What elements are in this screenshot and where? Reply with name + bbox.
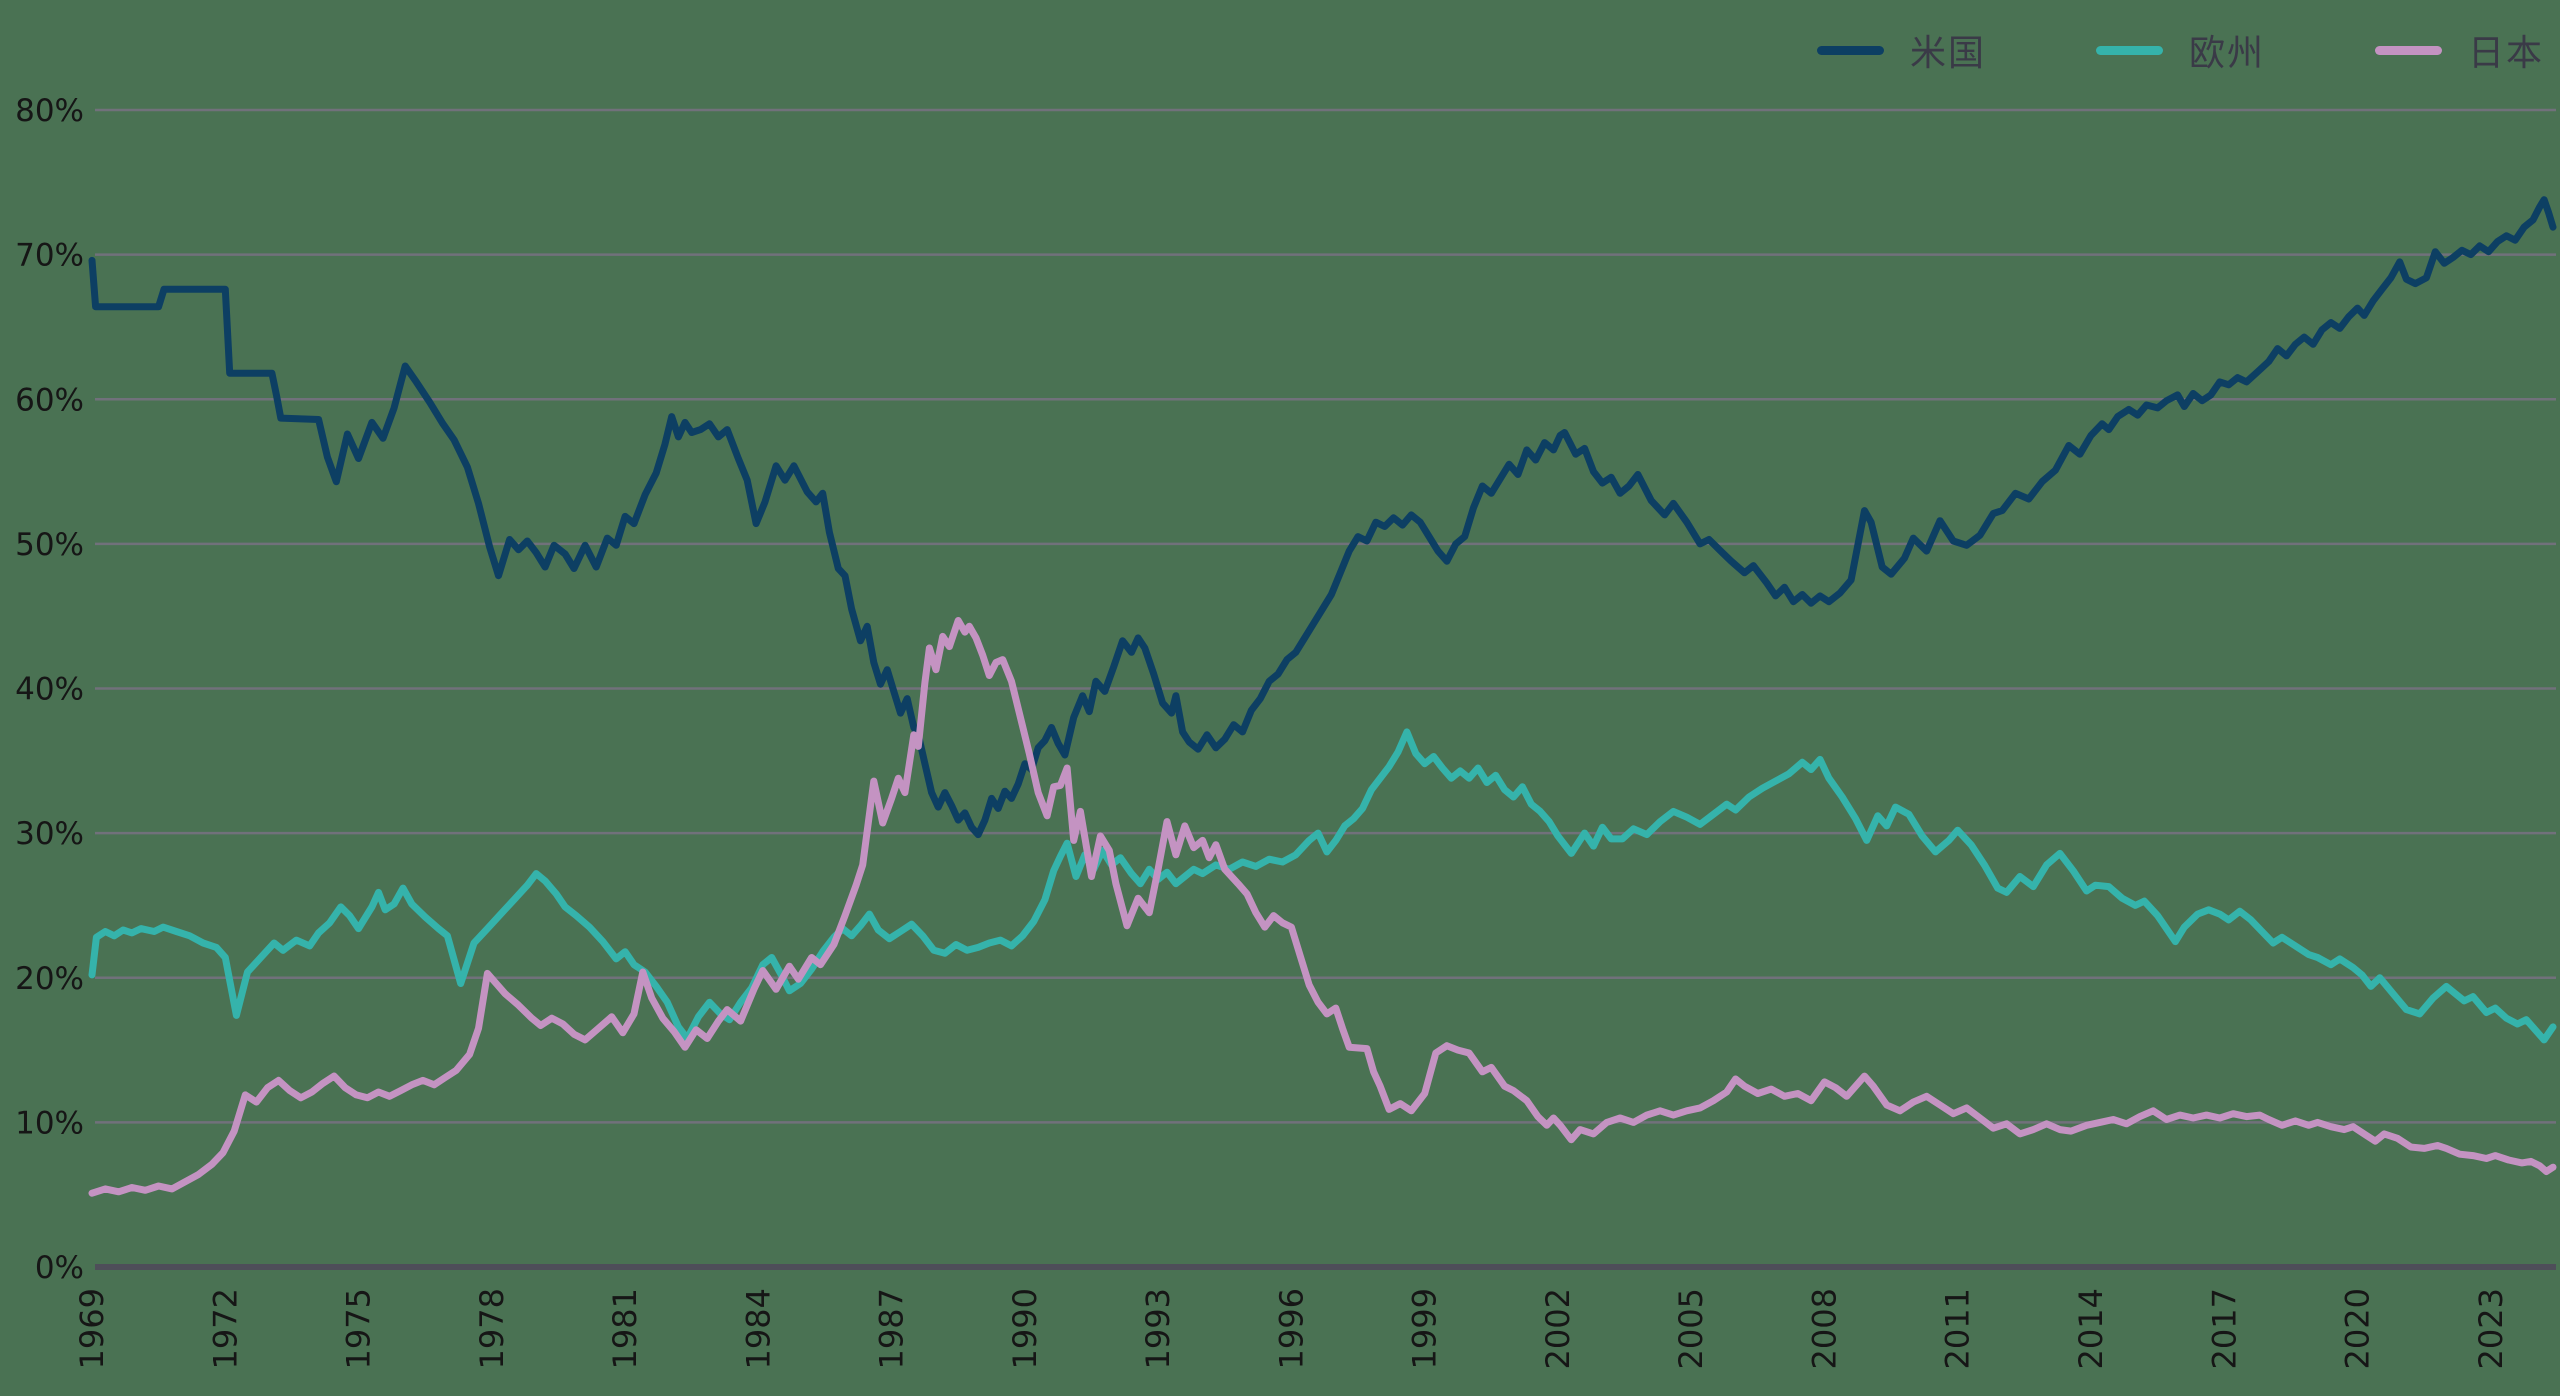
svg-text:2002: 2002 <box>1539 1288 1577 1369</box>
svg-text:20%: 20% <box>15 961 84 997</box>
series-line-2 <box>88 617 2557 1197</box>
svg-text:1978: 1978 <box>473 1288 511 1369</box>
chart-legend: 米国 欧州 日本 <box>1816 24 2544 76</box>
svg-text:40%: 40% <box>15 672 84 708</box>
svg-text:1975: 1975 <box>340 1288 378 1369</box>
svg-text:2017: 2017 <box>2205 1288 2243 1369</box>
svg-text:30%: 30% <box>15 816 84 852</box>
svg-text:1984: 1984 <box>739 1288 777 1369</box>
svg-text:1996: 1996 <box>1272 1288 1310 1369</box>
legend-label-europe: 欧州 <box>2188 33 2265 74</box>
svg-text:2023: 2023 <box>2472 1288 2510 1369</box>
svg-text:2014: 2014 <box>2072 1288 2110 1369</box>
svg-text:2008: 2008 <box>1805 1288 1843 1369</box>
svg-text:60%: 60% <box>15 382 84 418</box>
series-line-1 <box>88 728 2557 1044</box>
svg-text:1999: 1999 <box>1406 1288 1444 1369</box>
svg-text:1987: 1987 <box>873 1288 911 1369</box>
y-axis-tick-labels: 0% 10% 20% 30% 40% 50% 60% 70% 80% <box>15 93 84 1286</box>
x-axis-tick-labels: 1969 1972 1975 1978 1981 1984 1987 1990 1993 1996… <box>73 1288 2510 1369</box>
series-line-0 <box>88 196 2557 839</box>
svg-text:1972: 1972 <box>206 1288 244 1369</box>
legend-label-us: 米国 <box>1909 33 1986 74</box>
svg-text:2005: 2005 <box>1672 1288 1710 1369</box>
svg-text:0%: 0% <box>35 1250 84 1286</box>
svg-text:10%: 10% <box>15 1105 84 1141</box>
svg-text:1993: 1993 <box>1139 1288 1177 1369</box>
svg-text:1981: 1981 <box>606 1288 644 1369</box>
legend-label-japan: 日本 <box>2467 33 2544 74</box>
svg-text:70%: 70% <box>15 238 84 274</box>
svg-text:2020: 2020 <box>2339 1288 2377 1369</box>
legend-item-us: 米国 <box>1816 24 1986 76</box>
japan-line-swatch-icon <box>2374 45 2442 55</box>
legend-item-japan: 日本 <box>2374 24 2544 76</box>
us-line-swatch-icon <box>1816 45 1884 55</box>
svg-text:1969: 1969 <box>73 1288 111 1369</box>
svg-text:2011: 2011 <box>1939 1288 1977 1369</box>
svg-text:80%: 80% <box>15 93 84 129</box>
svg-text:1990: 1990 <box>1006 1288 1044 1369</box>
svg-text:50%: 50% <box>15 527 84 563</box>
europe-line-swatch-icon <box>2095 45 2163 55</box>
legend-item-europe: 欧州 <box>2095 24 2265 76</box>
